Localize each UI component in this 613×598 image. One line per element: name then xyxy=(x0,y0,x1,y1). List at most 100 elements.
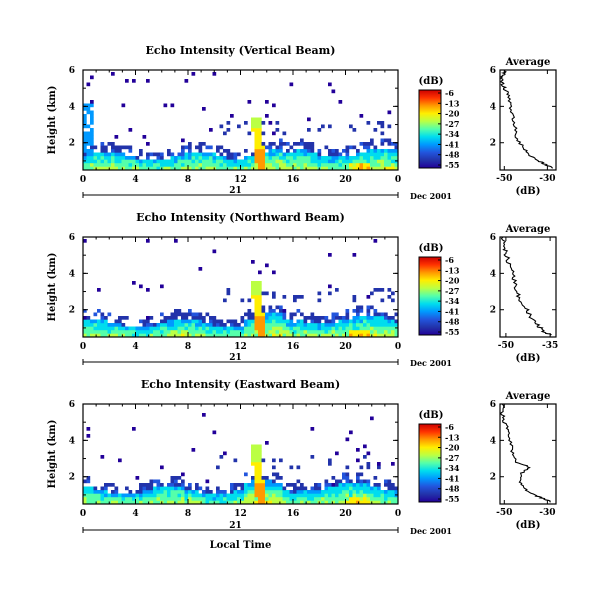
heatmap-cell xyxy=(174,479,178,484)
heatmap-cell xyxy=(177,152,182,157)
heatmap-cell xyxy=(289,159,294,164)
heatmap-cell xyxy=(170,326,175,331)
date-axis-month: Dec 2001 xyxy=(410,191,452,201)
heatmap-cell xyxy=(254,333,259,338)
heatmap-cell xyxy=(300,326,304,331)
heatmap-cell xyxy=(296,142,301,146)
heatmap-cell xyxy=(254,156,259,160)
heatmap-cell xyxy=(303,326,308,331)
heatmap-cell xyxy=(380,500,385,505)
heatmap-cell xyxy=(321,490,325,494)
heatmap-cell xyxy=(181,312,185,317)
average-title: Average xyxy=(505,224,551,235)
heatmap-cell xyxy=(86,479,91,484)
heatmap-cell xyxy=(300,323,304,327)
heatmap-cell xyxy=(121,316,126,320)
heatmap-cell xyxy=(118,145,122,150)
x-tick-label: 0 xyxy=(395,175,401,185)
heatmap-cell xyxy=(296,326,301,331)
x-tick-label: 20 xyxy=(339,509,352,519)
heatmap-cell xyxy=(279,163,283,167)
heatmap-cell xyxy=(317,152,322,157)
heatmap-cell xyxy=(265,152,269,157)
heatmap-cell xyxy=(202,326,206,331)
heatmap-cell xyxy=(307,316,311,320)
heatmap-cell xyxy=(240,483,245,487)
heatmap-cell xyxy=(100,490,105,494)
heatmap-cell xyxy=(146,316,150,320)
heatmap-cell xyxy=(359,472,364,477)
heatmap-cell xyxy=(377,483,381,487)
heatmap-cell xyxy=(289,333,294,338)
heatmap-cell xyxy=(254,312,259,317)
heatmap-cell xyxy=(307,117,311,122)
heatmap-cell xyxy=(307,159,311,164)
heatmap-cell xyxy=(244,333,248,338)
heatmap-cell xyxy=(317,298,322,303)
heatmap-cell xyxy=(356,476,360,480)
heatmap-cell xyxy=(370,291,374,296)
heatmap-cell xyxy=(244,326,248,331)
heatmap-cell xyxy=(135,326,140,331)
heatmap-cell xyxy=(156,156,161,160)
heatmap-cell xyxy=(377,156,381,160)
heatmap-cell xyxy=(209,493,213,498)
heatmap-cell xyxy=(275,476,280,480)
heatmap-cell xyxy=(97,333,101,338)
heatmap-cell xyxy=(394,142,399,146)
heatmap-cell xyxy=(261,483,266,487)
heatmap-cell xyxy=(310,486,315,491)
heatmap-cell xyxy=(275,163,280,167)
heatmap-cell xyxy=(272,291,276,296)
heatmap-cell xyxy=(167,152,171,157)
heatmap-cell xyxy=(181,166,185,171)
heatmap-cell xyxy=(209,490,213,494)
heatmap-cell xyxy=(328,82,332,87)
heatmap-cell xyxy=(254,128,259,132)
heatmap-cell xyxy=(219,145,224,150)
heatmap-cell xyxy=(132,163,136,167)
heatmap-cell xyxy=(128,149,133,153)
heatmap-cell xyxy=(223,163,227,167)
heatmap-cell xyxy=(237,493,241,498)
heatmap-cell xyxy=(156,479,161,484)
heatmap-cell xyxy=(370,156,374,160)
heatmap-cell xyxy=(118,319,122,324)
y-tick-label: 4 xyxy=(69,269,75,279)
heatmap-cell xyxy=(275,145,280,150)
heatmap-cell xyxy=(86,152,91,157)
heatmap-cell xyxy=(184,326,189,331)
heatmap-cell xyxy=(387,124,392,129)
heatmap-cell xyxy=(198,319,203,324)
heatmap-cell xyxy=(366,156,371,160)
heatmap-cell xyxy=(198,497,203,501)
heatmap-cell xyxy=(128,326,133,331)
heatmap-cell xyxy=(104,490,108,494)
heatmap-cell xyxy=(380,166,385,171)
heatmap-cell xyxy=(174,316,178,320)
heatmap-cell xyxy=(296,479,301,484)
heatmap-cell xyxy=(387,142,392,146)
heatmap-cell xyxy=(258,156,262,160)
heatmap-cell xyxy=(160,159,164,164)
heatmap-cell xyxy=(254,284,259,289)
heatmap-cell xyxy=(387,138,392,143)
heatmap-cell xyxy=(282,312,287,317)
heatmap-cell xyxy=(359,493,364,498)
heatmap-cell xyxy=(261,309,266,313)
heatmap-cell xyxy=(90,486,94,491)
heatmap-cell xyxy=(240,298,245,303)
average-profile-line xyxy=(499,69,554,169)
heatmap-cell xyxy=(324,156,329,160)
heatmap-cell xyxy=(160,497,164,501)
heatmap-cell xyxy=(247,323,252,327)
heatmap-cell xyxy=(331,333,336,338)
heatmap-cell xyxy=(188,493,192,498)
heatmap-cell xyxy=(205,486,210,491)
heatmap-cell xyxy=(366,295,371,299)
heatmap-cell xyxy=(153,493,157,498)
heatmap-cell xyxy=(352,333,357,338)
heatmap-cell xyxy=(377,326,381,331)
heatmap-cell xyxy=(188,166,192,171)
heatmap-cell xyxy=(377,316,381,320)
